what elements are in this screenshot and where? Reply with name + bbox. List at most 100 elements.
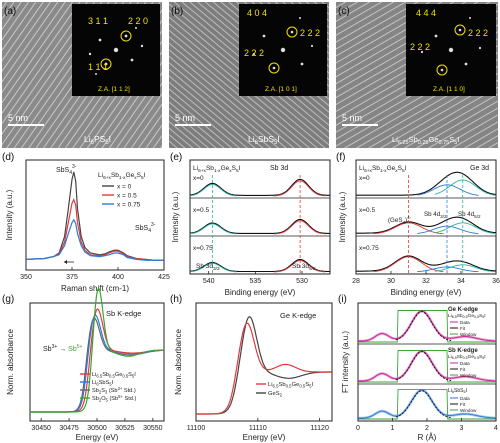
x-tick-label: 28 [352, 278, 360, 285]
panel-label-h: (h) [170, 294, 182, 305]
y-axis-label-g: Norm. absorbance [6, 329, 15, 395]
svg-text:Data: Data [460, 396, 470, 401]
x-axis-label-g: Energy (eV) [76, 433, 119, 442]
legend-item-g1: Li6.5Sb0.5Ge0.5S5I [92, 372, 136, 379]
row-label-e3: x=0.75 [193, 245, 213, 252]
spot-label-a2: 2 2 0 [128, 16, 148, 26]
x-tick-label: 30525 [115, 425, 135, 432]
x-tick-label: 30475 [59, 425, 79, 432]
exafs-fit [395, 390, 452, 419]
xps-fit-peak [434, 264, 497, 273]
x-ticks-f: 28 30 32 34 36 [352, 271, 500, 285]
x-tick-label: 11120 [310, 425, 329, 432]
fft-circle-b1 [286, 26, 298, 38]
panel-b: 4 0 4 2 2 2 2 2 2 Z.A. [1 0 1] (b) 5 nm … [169, 2, 329, 148]
scale-label-b: 5 nm [175, 113, 195, 123]
peak-label-d1: SbS43- [56, 164, 77, 176]
annotation-g: Sb3+ → Sb5+ [43, 344, 82, 353]
row-label-f1: x=0 [359, 175, 370, 182]
xps-fit-peak [189, 223, 237, 235]
legend-i2: Data Fit Window [450, 361, 477, 378]
xps-fit-peak [417, 266, 479, 273]
x-ticks-d: 350 375 400 425 [20, 267, 170, 281]
x-tick-label: 3 [460, 425, 464, 432]
xps-fit-peak [273, 180, 326, 197]
svg-text:Data: Data [460, 320, 470, 325]
panel-f: (f) 28 30 32 34 36 Binding energy (eV) Inten… [336, 152, 500, 297]
axes-frame-i [357, 302, 497, 422]
raman-series-line [25, 198, 164, 261]
fft-circle-b2 [268, 62, 280, 74]
legend-title-d: Li6+xSb1-xGexS5I [98, 172, 146, 181]
x-tick-label: 4 [494, 425, 498, 432]
x-tick-label: 350 [20, 274, 32, 281]
spot-label-c3: 2 2 2 [410, 42, 430, 52]
xps-fit-peak [189, 262, 237, 273]
xps-fit-peak [434, 222, 497, 234]
legend-item-g2: Li6SbS5I [92, 380, 114, 387]
axes-frame-h [195, 302, 333, 422]
panel-label-f: (f) [336, 152, 345, 163]
panel-h: (h) 11100 11110 11120 Energy (eV) Norm. ab… [170, 294, 333, 442]
block-title-i1: Ge K-edge [448, 307, 479, 313]
fft-spots-b [252, 17, 314, 70]
xanes-ge-lines [196, 316, 332, 415]
svg-text:Fit: Fit [460, 367, 466, 372]
scale-label-c: 5 nm [342, 113, 362, 123]
legend-item-h1: Li6.5Sb0.5Ge0.5S5I [268, 382, 314, 389]
spot-label-a1: 3 1 1 [88, 16, 108, 26]
x-tick-label: 32 [422, 278, 430, 285]
zone-axis-b: Z.A. [1 0 1] [265, 86, 297, 93]
x-ticks-h: 11100 11110 11120 [187, 418, 329, 432]
spot-label-b1: 4 0 4 [247, 8, 267, 18]
xanes-sb-series [30, 287, 164, 413]
header-formula-f: Li6+xSb1-xGexS5I [359, 165, 407, 174]
shift-arrowhead-d [64, 260, 67, 264]
x-tick-label: 0 [356, 425, 360, 432]
peak-label-f1: (GeS4)4- [388, 215, 412, 225]
xps-fit-peak [274, 220, 326, 235]
fft-circle-c1 [454, 24, 466, 36]
svg-text:Fit: Fit [460, 402, 466, 407]
x-tick-label: 30550 [143, 425, 163, 432]
x-ticks-e: 540 535 530 [203, 271, 308, 285]
x-tick-label: 11100 [187, 425, 206, 432]
x-axis-label-e: Binding energy (eV) [225, 288, 296, 297]
panel-c: 4 4 4 2 2 2 2 2 2 Z.A. [1 1 0] (c) 5 nm … [336, 2, 498, 148]
exafs-window [358, 350, 496, 383]
peak-label-f2: Sb 4d3/2 [424, 211, 447, 219]
panel-label-d: (d) [2, 152, 14, 163]
panel-label-b: (b) [171, 6, 183, 17]
legend-item-d3: x = 0.75 [117, 202, 141, 209]
block-title-i2: Sb K-edge [448, 348, 478, 354]
row-label-f3: x=0.75 [359, 245, 379, 252]
xps-envelope [356, 171, 497, 196]
xps-envelope [189, 178, 330, 196]
exafs-data [358, 310, 496, 342]
fft-circle-a1 [120, 30, 132, 42]
x-tick-label: 30 [387, 278, 395, 285]
x-tick-label: 30450 [31, 425, 51, 432]
legend-item-d2: x = 0.5 [117, 193, 137, 200]
zone-axis-c: Z.A. [1 1 0] [433, 86, 465, 93]
xps-envelope [356, 255, 497, 272]
x-axis-label-i: R (Å) [418, 433, 437, 442]
header-label-e: Sb 3d [270, 165, 288, 172]
zone-axis-a: Z.A. [1 1 2] [98, 86, 130, 93]
xps-ge-lines [356, 171, 497, 274]
legend-i1: Data Fit Window [450, 320, 477, 337]
raman-series-line [25, 171, 164, 261]
xanes-ge-series [196, 322, 332, 415]
y-axis-label-e: Intensity (a.u.) [171, 191, 180, 242]
exafs-fit [395, 351, 452, 382]
x-axis-label-f: Binding energy (eV) [391, 288, 462, 297]
legend-item-d1: x = 0 [117, 184, 132, 191]
header-label-f: Ge 3d [470, 165, 489, 172]
panel-label-c: (c) [338, 6, 350, 17]
exafs-window [358, 389, 496, 420]
block-formula-i1: Li6.5Sb0.5Ge0.5S5I [448, 313, 486, 319]
legend-item-g4: Sb2O5 (Sb5+ Std.) [92, 394, 136, 403]
svg-text:Window: Window [460, 332, 477, 337]
block-formula-i3: Li6SbS5I [448, 388, 467, 394]
